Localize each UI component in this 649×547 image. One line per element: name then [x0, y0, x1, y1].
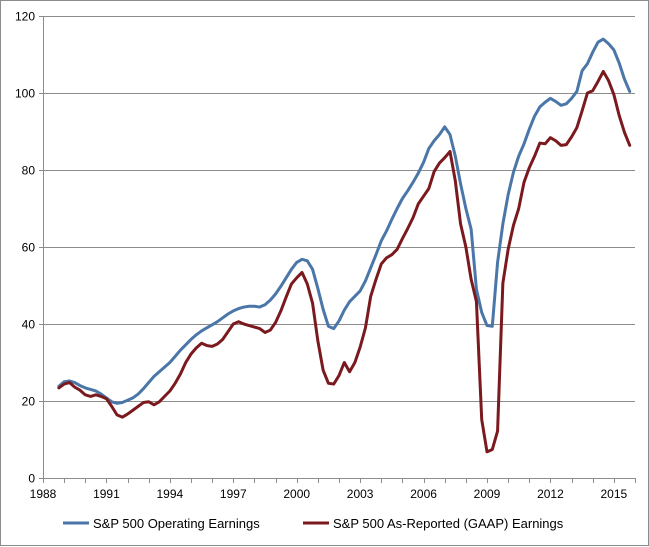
x-tick-label: 2012 [537, 487, 564, 501]
gridlines [43, 16, 635, 402]
y-tick-label: 20 [22, 395, 36, 409]
legend: S&P 500 Operating Earnings S&P 500 As-Rep… [63, 516, 564, 531]
x-tick-label: 2000 [283, 487, 310, 501]
y-tick-label: 100 [15, 87, 35, 101]
x-tick-label: 1988 [30, 487, 57, 501]
x-tick-label: 2003 [347, 487, 374, 501]
series-line-operating-earnings [57, 37, 632, 405]
legend-operating-earnings-label: S&P 500 Operating Earnings [93, 516, 260, 531]
y-tick-label: 120 [15, 10, 35, 24]
x-tick-label: 1991 [93, 487, 120, 501]
tick-labels: 0 20 40 60 80 100 120 1988 1991 1994 1997 2000 2003 2… [15, 10, 628, 502]
series-line-gaap-earnings [57, 69, 632, 454]
y-tick-label: 0 [28, 472, 35, 486]
x-tick-label: 1997 [220, 487, 247, 501]
y-tick-label: 80 [22, 164, 36, 178]
x-tick-label: 2015 [601, 487, 628, 501]
y-tick-label: 60 [22, 241, 36, 255]
x-tick-label: 1994 [157, 487, 184, 501]
x-tick-label: 2009 [474, 487, 501, 501]
legend-gaap-earnings-label: S&P 500 As-Reported (GAAP) Earnings [333, 516, 564, 531]
axes [39, 16, 636, 483]
x-tick-label: 2006 [410, 487, 437, 501]
series-lines [57, 37, 632, 454]
y-tick-label: 40 [22, 318, 36, 332]
